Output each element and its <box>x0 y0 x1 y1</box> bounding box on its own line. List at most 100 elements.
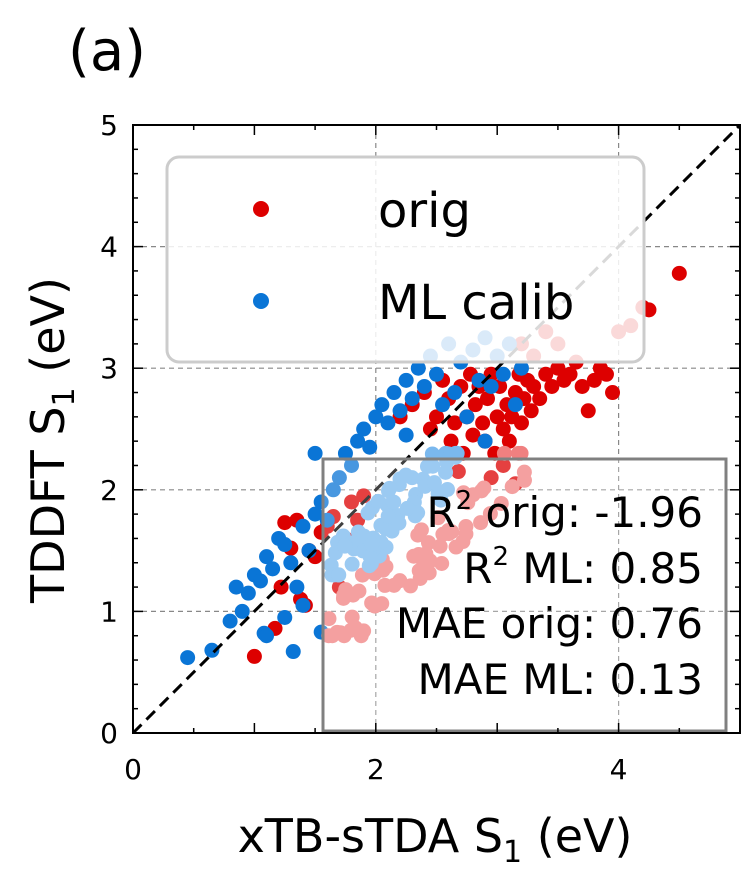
y-axis-title-sub: 1 <box>47 387 82 406</box>
x-axis-title: xTB-sTDA S1 (eV) <box>238 809 633 870</box>
overlay-point-orig <box>440 522 456 538</box>
data-point-orig <box>538 366 554 382</box>
data-point-ml-calib <box>398 372 414 388</box>
stat-line: MAE ML: 0.13 <box>417 655 703 704</box>
overlay-point-orig <box>482 506 498 522</box>
overlay-point-ml-calib <box>331 567 347 583</box>
overlay-point-orig <box>516 464 532 480</box>
data-point-ml-calib <box>356 421 372 437</box>
overlay-point-ml-calib <box>382 480 398 496</box>
data-point-ml-calib <box>252 573 268 589</box>
data-point-orig <box>544 378 560 394</box>
data-point-ml-calib <box>259 628 275 644</box>
y-tick-label: 2 <box>100 474 118 507</box>
data-point-orig <box>344 494 360 510</box>
overlay-point-ml-calib <box>399 500 415 516</box>
overlay-point-orig <box>448 539 464 555</box>
data-point-orig <box>467 397 483 413</box>
ticks-layer: 0 2 4 0 1 2 3 4 5 <box>100 109 741 786</box>
data-point-orig <box>475 415 491 431</box>
data-point-ml-calib <box>513 360 529 376</box>
data-point-orig <box>501 433 517 449</box>
panel-label: (a) <box>68 19 146 84</box>
data-point-ml-calib <box>325 482 341 498</box>
overlay-point-orig <box>353 628 369 644</box>
overlay-point-ml-calib <box>433 492 449 508</box>
overlay-point-ml-calib <box>448 445 464 461</box>
overlay-point-orig <box>321 611 337 627</box>
legend-label-orig: orig <box>378 183 471 239</box>
x-axis-title-sub: 1 <box>503 835 522 870</box>
data-point-orig <box>562 366 578 382</box>
data-point-ml-calib <box>410 360 426 376</box>
data-point-ml-calib <box>429 366 444 382</box>
data-point-orig <box>350 512 366 528</box>
overlay-point-orig <box>458 518 474 534</box>
overlay-point-ml-calib <box>425 458 441 474</box>
y-tick-label: 4 <box>100 231 118 264</box>
legend-marker-orig <box>253 201 269 217</box>
legend-frame <box>165 155 646 364</box>
stat-value: orig: -1.96 <box>472 488 703 537</box>
data-point-ml-calib <box>362 439 378 455</box>
overlay-point-orig <box>511 445 527 461</box>
data-point-orig <box>495 421 511 437</box>
data-point-orig <box>246 648 262 664</box>
data-point-orig <box>489 409 505 425</box>
overlay-point-orig <box>496 445 512 461</box>
y-tick-label: 0 <box>100 717 118 750</box>
y-tick-label: 1 <box>100 595 118 628</box>
overlay-point-ml-calib <box>364 536 380 552</box>
overlay-point-orig <box>418 546 434 562</box>
stat-line: R2 ML: 0.85 <box>463 542 703 593</box>
data-point-ml-calib <box>307 506 323 522</box>
overlay-point-orig <box>493 495 509 511</box>
data-point-ml-calib <box>392 403 408 419</box>
data-point-ml-calib <box>289 579 305 595</box>
x-tick-label: 0 <box>124 753 142 786</box>
data-point-ml-calib <box>295 518 311 534</box>
data-point-orig <box>671 265 687 281</box>
data-point-orig <box>495 457 511 473</box>
data-point-ml-calib <box>180 650 196 666</box>
data-point-orig <box>586 372 602 388</box>
data-point-orig <box>447 415 463 431</box>
overlay-point-orig <box>377 577 393 593</box>
data-point-ml-calib <box>331 470 347 486</box>
overlay-point-orig <box>430 510 446 526</box>
data-point-ml-calib <box>380 415 396 431</box>
data-point-ml-calib <box>398 427 414 443</box>
overlay-point-ml-calib <box>337 538 353 554</box>
data-point-ml-calib <box>344 457 360 473</box>
data-point-ml-calib <box>404 391 420 407</box>
data-point-ml-calib <box>307 445 323 461</box>
data-point-orig <box>429 409 444 425</box>
data-point-ml-calib <box>477 433 493 449</box>
data-point-ml-calib <box>483 378 499 394</box>
overlay-point-orig <box>413 522 429 538</box>
x-tick-label: 2 <box>367 753 385 786</box>
stat-value: ML: 0.85 <box>509 544 703 593</box>
stat-superscript: 2 <box>492 542 509 572</box>
legend-marker-ml-calib <box>253 293 269 309</box>
data-point-orig <box>513 415 529 431</box>
overlay-point-ml-calib <box>344 556 360 572</box>
stat-label: MAE orig: 0.76 <box>396 599 703 648</box>
data-point-ml-calib <box>313 494 329 510</box>
data-point-ml-calib <box>234 603 250 619</box>
y-axis-title-main: TDDFT S <box>21 406 75 604</box>
data-point-ml-calib <box>283 555 299 571</box>
overlay-point-orig <box>473 515 489 531</box>
overlay-point-ml-calib <box>360 505 376 521</box>
data-point-ml-calib <box>337 445 353 461</box>
stat-line: R2 orig: -1.96 <box>426 486 703 537</box>
stat-label: R <box>463 544 492 593</box>
overlay-point-orig <box>367 598 383 614</box>
overlay-point-ml-calib <box>398 467 414 483</box>
data-point-ml-calib <box>277 537 293 553</box>
x-tick-label: 4 <box>610 753 628 786</box>
data-point-orig <box>523 403 539 419</box>
overlay-point-orig <box>432 538 448 554</box>
data-point-ml-calib <box>265 561 281 577</box>
